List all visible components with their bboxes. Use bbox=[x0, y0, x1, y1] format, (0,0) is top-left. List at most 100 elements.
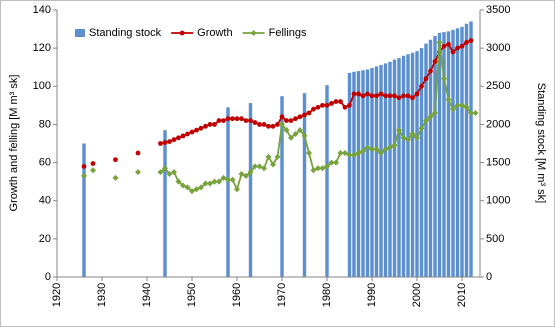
bar bbox=[406, 54, 410, 278]
marker bbox=[252, 120, 258, 125]
marker bbox=[392, 93, 397, 99]
marker bbox=[454, 102, 461, 109]
x-tick-label: 1990 bbox=[366, 283, 378, 307]
marker bbox=[310, 167, 317, 174]
marker bbox=[212, 122, 217, 127]
bar bbox=[428, 39, 433, 277]
marker bbox=[450, 49, 456, 55]
marker bbox=[463, 104, 470, 111]
marker bbox=[211, 178, 218, 185]
legend-marker bbox=[179, 30, 185, 36]
marker bbox=[342, 104, 348, 110]
marker bbox=[315, 104, 321, 110]
marker bbox=[441, 75, 447, 82]
bar bbox=[424, 43, 428, 277]
x-tick-label: 1960 bbox=[231, 283, 243, 307]
marker bbox=[261, 165, 267, 172]
bar bbox=[352, 71, 356, 277]
marker bbox=[247, 169, 254, 176]
marker bbox=[320, 102, 325, 108]
x-tick-label: 2000 bbox=[411, 283, 423, 307]
marker bbox=[284, 118, 289, 124]
marker bbox=[423, 117, 429, 124]
marker bbox=[319, 165, 326, 172]
marker bbox=[374, 93, 379, 99]
bar bbox=[451, 29, 455, 277]
marker bbox=[401, 93, 406, 99]
marker bbox=[459, 102, 465, 109]
bar bbox=[302, 93, 307, 277]
marker bbox=[333, 99, 339, 104]
marker bbox=[81, 172, 87, 179]
bar bbox=[280, 96, 284, 278]
marker bbox=[157, 169, 164, 176]
marker bbox=[230, 116, 235, 122]
marker bbox=[274, 153, 281, 160]
marker bbox=[405, 93, 411, 99]
marker bbox=[256, 163, 263, 170]
marker bbox=[216, 118, 222, 124]
y-tick-label: 120 bbox=[33, 42, 51, 54]
marker bbox=[396, 95, 402, 101]
bar bbox=[383, 63, 388, 278]
marker bbox=[405, 136, 411, 143]
marker bbox=[351, 91, 357, 97]
marker bbox=[382, 146, 389, 153]
marker bbox=[275, 122, 280, 127]
marker bbox=[360, 148, 366, 155]
marker bbox=[198, 184, 204, 191]
marker bbox=[446, 41, 451, 47]
y2-axis-label: Standing stock [M m³ sk] bbox=[535, 83, 547, 203]
marker bbox=[373, 146, 380, 153]
bar bbox=[370, 67, 374, 277]
bar bbox=[415, 51, 419, 277]
marker bbox=[189, 188, 195, 195]
x-tick-label: 1930 bbox=[96, 283, 108, 307]
marker bbox=[338, 99, 343, 104]
marker bbox=[455, 45, 460, 51]
marker bbox=[391, 142, 398, 149]
marker bbox=[400, 134, 407, 141]
marker bbox=[207, 122, 213, 127]
marker bbox=[356, 91, 361, 97]
y2-tick-label: 500 bbox=[486, 233, 504, 245]
marker bbox=[419, 83, 424, 89]
marker bbox=[252, 163, 258, 170]
bar bbox=[356, 71, 361, 278]
bar bbox=[464, 23, 469, 277]
y-tick-label: 60 bbox=[39, 156, 51, 168]
marker bbox=[270, 123, 276, 129]
marker bbox=[311, 106, 316, 112]
y-tick-label: 140 bbox=[33, 4, 51, 16]
marker bbox=[185, 131, 190, 137]
marker bbox=[216, 178, 222, 185]
marker bbox=[113, 157, 118, 163]
marker bbox=[203, 123, 208, 129]
bar bbox=[437, 32, 442, 278]
marker bbox=[221, 118, 226, 124]
marker bbox=[198, 125, 204, 131]
bar bbox=[442, 32, 446, 277]
y-tick-label: 20 bbox=[39, 233, 51, 245]
marker bbox=[234, 116, 240, 122]
marker bbox=[270, 161, 276, 168]
marker bbox=[180, 182, 186, 189]
marker bbox=[364, 144, 371, 151]
marker bbox=[189, 129, 195, 135]
marker bbox=[90, 161, 96, 166]
legend-label: Standing stock bbox=[89, 27, 162, 39]
x-tick-label: 1940 bbox=[141, 283, 153, 307]
marker bbox=[351, 151, 357, 158]
bar bbox=[392, 59, 397, 278]
y2-tick-label: 2000 bbox=[486, 118, 510, 130]
marker bbox=[387, 144, 393, 151]
bar bbox=[248, 103, 253, 277]
bar bbox=[410, 52, 415, 277]
marker bbox=[423, 76, 429, 82]
marker bbox=[167, 139, 172, 144]
marker bbox=[81, 163, 87, 169]
marker bbox=[414, 91, 420, 97]
bar bbox=[325, 85, 329, 278]
marker bbox=[279, 121, 285, 128]
x-tick-label: 1950 bbox=[186, 283, 198, 307]
